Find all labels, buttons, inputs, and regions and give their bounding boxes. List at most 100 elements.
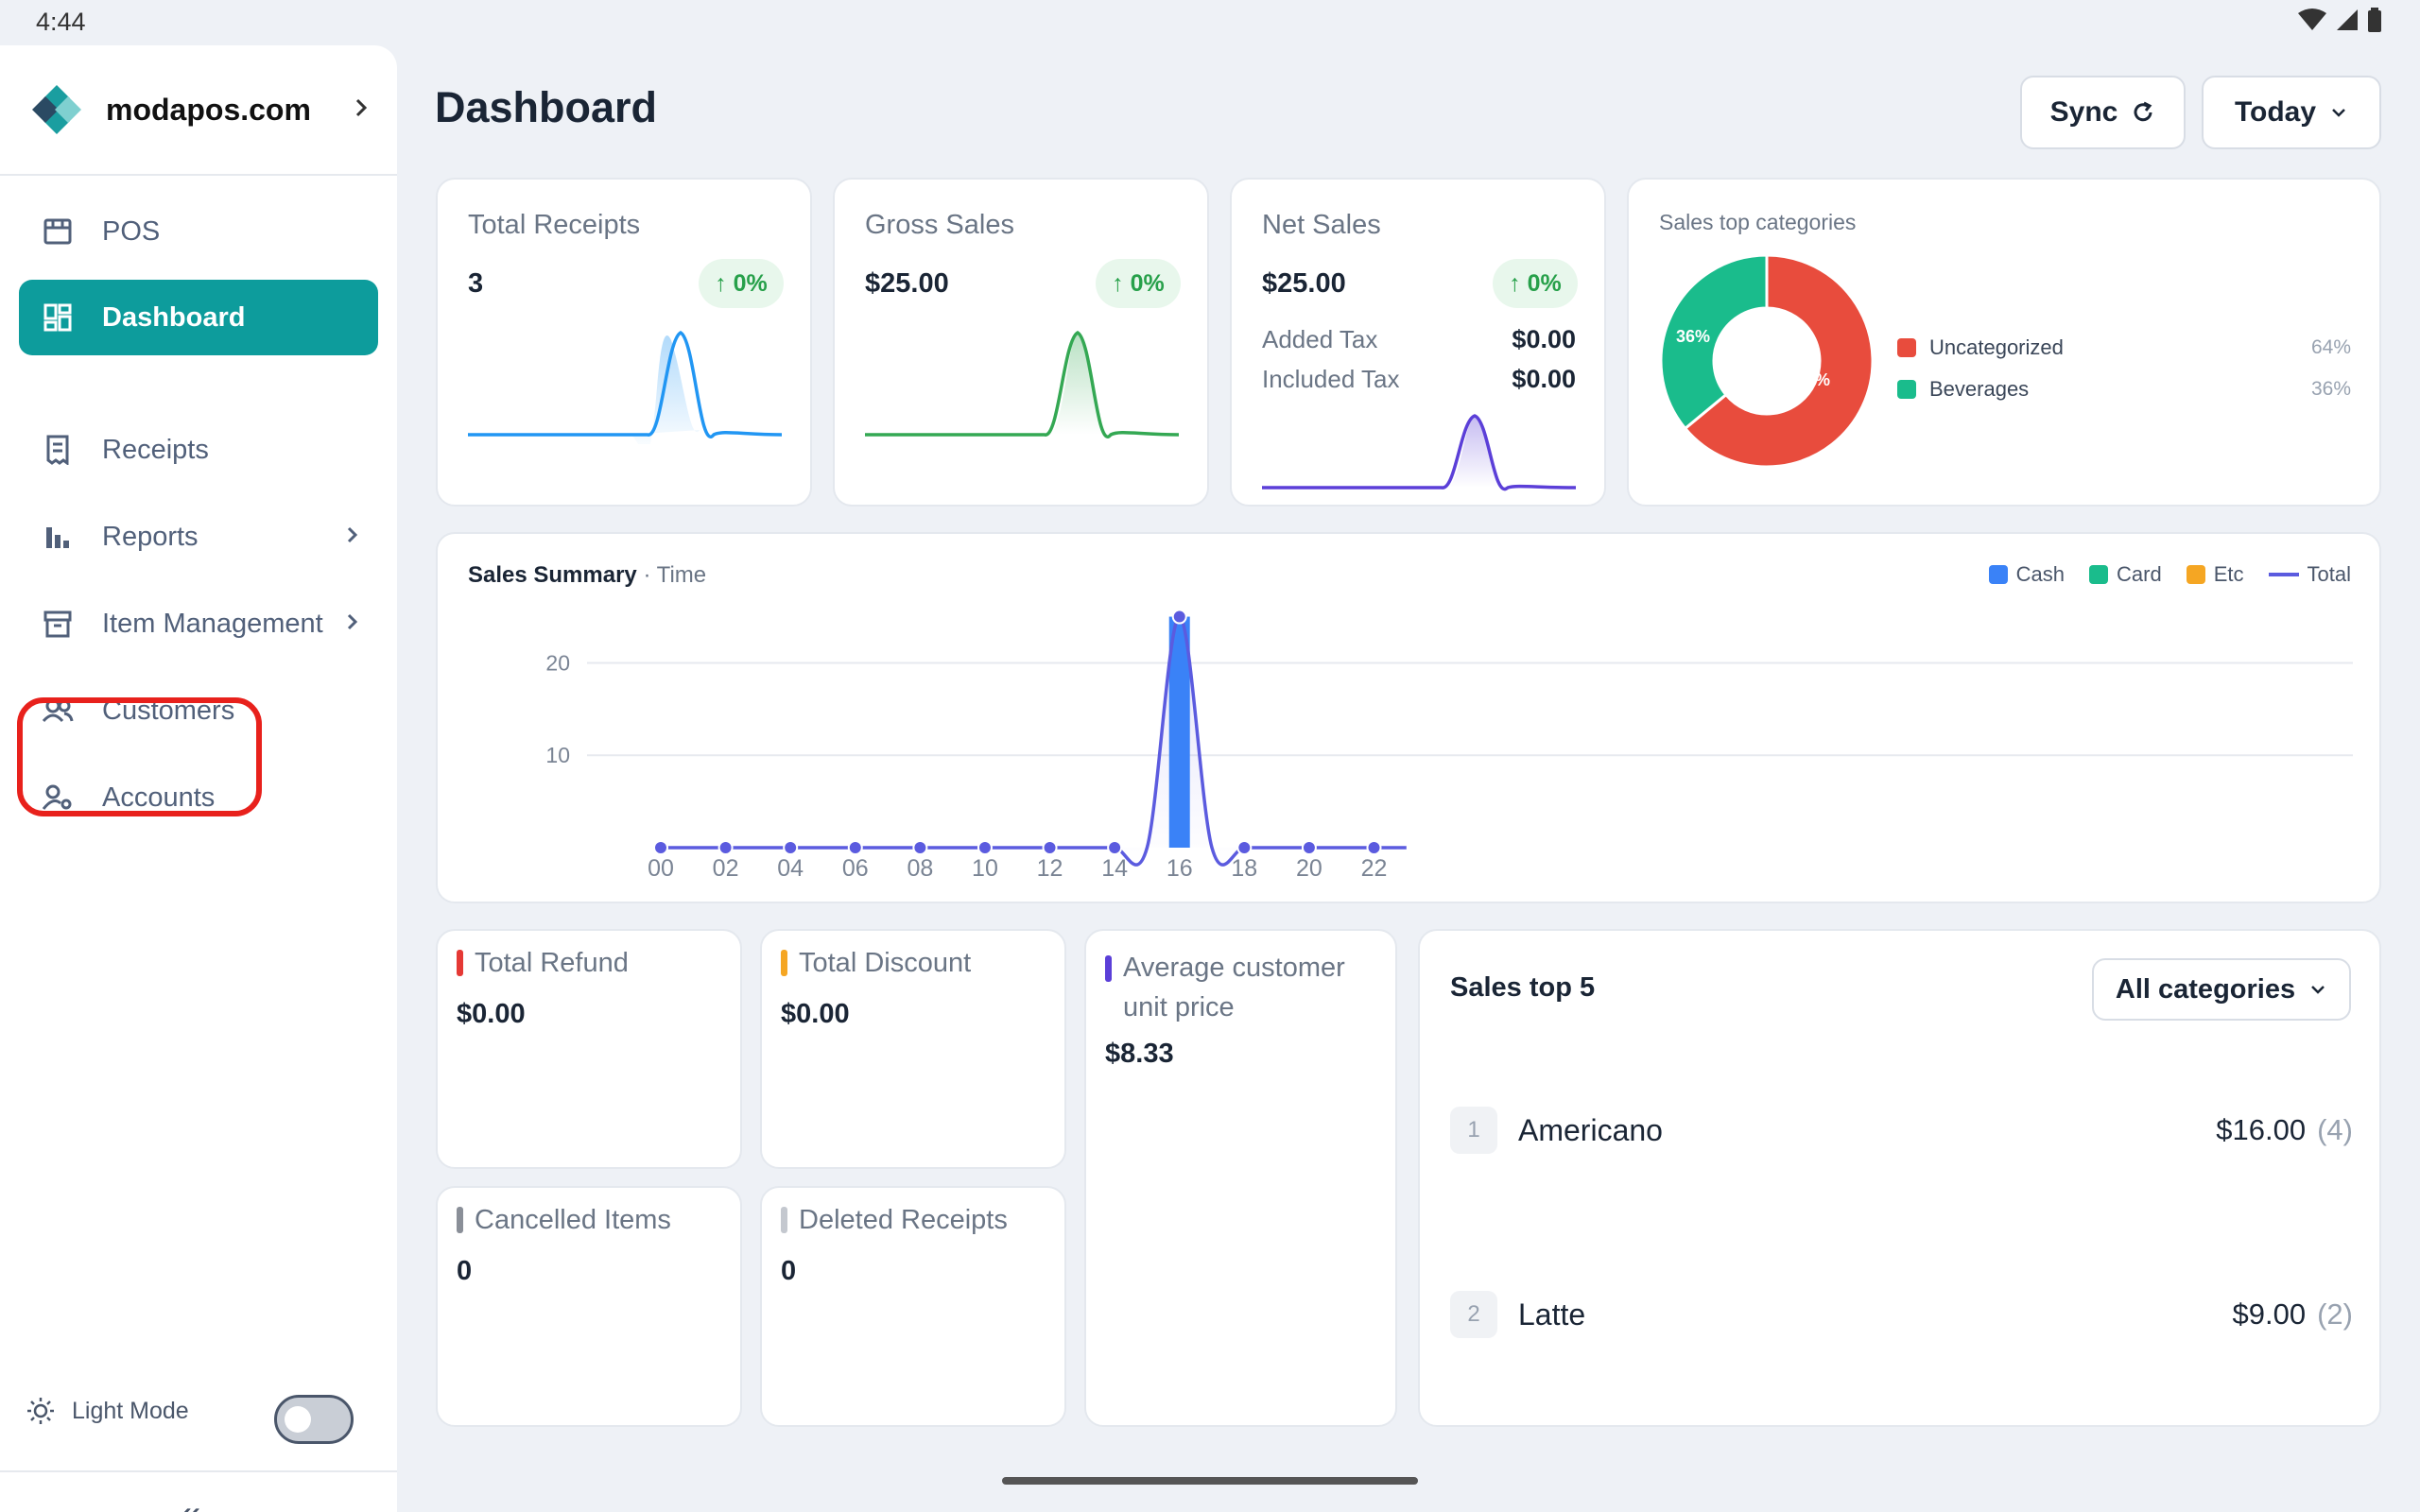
cancelled-items-card: Cancelled Items 0	[436, 1186, 742, 1427]
category-filter-dropdown[interactable]: All categories	[2092, 958, 2351, 1021]
y-tick-label: 20	[545, 650, 570, 675]
legend-swatch	[1897, 380, 1916, 399]
sidebar-item-dashboard[interactable]: Dashboard	[19, 280, 378, 355]
sidebar-divider	[0, 1470, 397, 1472]
donut-label-beverages: 36%	[1676, 327, 1710, 346]
stat-value: $0.00	[457, 999, 526, 1029]
x-tick-label: 12	[1037, 855, 1063, 882]
rank-badge: 2	[1450, 1291, 1497, 1338]
total-point[interactable]	[783, 840, 799, 855]
legend-etc[interactable]: Etc	[2186, 562, 2244, 587]
status-icons	[2297, 8, 2382, 32]
total-point[interactable]	[847, 840, 863, 855]
light-mode-toggle[interactable]	[274, 1395, 354, 1444]
avg-unit-price-card: Average customer unit price $8.33	[1084, 929, 1397, 1427]
legend-line	[2268, 573, 2299, 576]
sales-legend: Cash Card Etc Total	[1988, 562, 2351, 587]
cash-bar[interactable]	[1168, 616, 1190, 848]
legend-swatch	[2186, 565, 2205, 584]
period-dropdown[interactable]: Today	[2202, 76, 2381, 149]
card-value: $25.00	[865, 268, 949, 299]
card-value: 3	[468, 268, 484, 299]
page-title: Dashboard	[435, 83, 658, 131]
x-tick-label: 08	[907, 855, 933, 882]
total-point[interactable]	[912, 840, 928, 855]
user-gear-icon	[42, 782, 74, 814]
sales-summary-subtitle: · Time	[643, 562, 707, 588]
total-receipts-card: Total Receipts 3 ↑ 0%	[436, 178, 812, 507]
sidebar-item-customers[interactable]: Customers	[19, 673, 397, 748]
change-value: 0%	[1130, 269, 1165, 297]
total-point[interactable]	[1366, 840, 1382, 855]
sidebar-item-accounts[interactable]: Accounts	[19, 760, 397, 835]
sidebar-item-reports[interactable]: Reports	[19, 499, 397, 575]
total-point[interactable]	[653, 840, 668, 855]
total-discount-card: Total Discount $0.00	[760, 929, 1066, 1169]
legend-total[interactable]: Total	[2268, 562, 2351, 587]
legend-pct: 64%	[2310, 336, 2351, 358]
sidebar-item-label: Customers	[102, 695, 235, 726]
x-tick-label: 04	[777, 855, 804, 882]
x-tick-label: 14	[1101, 855, 1128, 882]
donut-chart: 64% 36%	[1659, 253, 1875, 469]
sidebar-item-item-management[interactable]: Item Management	[19, 586, 397, 662]
light-mode-label: Light Mode	[72, 1397, 189, 1424]
x-tick-label: 16	[1167, 855, 1193, 882]
legend-card[interactable]: Card	[2089, 562, 2162, 587]
stat-label-text: Total Refund	[475, 948, 629, 978]
collapse-sidebar-button[interactable]: «	[180, 1493, 200, 1512]
total-point[interactable]	[1107, 840, 1123, 855]
x-tick-label: 02	[713, 855, 739, 882]
total-point[interactable]	[717, 840, 734, 855]
stat-value: 0	[781, 1256, 797, 1286]
stat-color-bar	[781, 950, 787, 976]
donut-slices	[1659, 253, 1875, 469]
total-point[interactable]	[977, 840, 993, 855]
sidebar-item-label: Reports	[102, 521, 199, 552]
sidebar-item-receipts[interactable]: Receipts	[19, 412, 397, 488]
period-label: Today	[2234, 96, 2317, 128]
legend-swatch	[1897, 338, 1916, 357]
archive-box-icon	[42, 608, 74, 640]
legend-swatch	[2089, 565, 2109, 584]
total-point[interactable]	[1171, 609, 1187, 625]
chevron-down-icon	[2311, 986, 2325, 994]
x-tick-label: 20	[1296, 855, 1322, 882]
top5-title: Sales top 5	[1450, 972, 1596, 1003]
stat-color-bar	[457, 1207, 463, 1233]
home-indicator[interactable]	[1002, 1477, 1418, 1485]
filter-label: All categories	[2115, 973, 2296, 1005]
sales-summary-card: Sales Summary · Time Cash Card Etc Total…	[436, 532, 2381, 903]
chevron-right-icon	[355, 98, 368, 117]
sales-summary-heading: Sales Summary · Time	[468, 562, 706, 589]
light-mode-row: Light Mode	[26, 1397, 189, 1425]
x-tick-label: 10	[972, 855, 998, 882]
brand-name: modapos.com	[106, 92, 311, 127]
stat-label-text: Deleted Receipts	[799, 1205, 1008, 1235]
stat-label-text: Cancelled Items	[475, 1205, 671, 1235]
card-label: Net Sales	[1262, 210, 1381, 240]
total-point[interactable]	[1236, 840, 1253, 855]
brand-switcher[interactable]: modapos.com	[28, 79, 369, 140]
legend-label: Etc	[2213, 562, 2244, 586]
stat-label: Deleted Receipts	[781, 1205, 1008, 1236]
top5-row[interactable]: 1 Americano $16.00 (4)	[1450, 1107, 2353, 1154]
sidebar-item-pos[interactable]: POS	[19, 194, 397, 269]
stat-label-text: Total Discount	[799, 948, 972, 978]
total-point[interactable]	[1042, 840, 1058, 855]
included-tax-label: Included Tax	[1262, 365, 1400, 393]
legend-cash[interactable]: Cash	[1988, 562, 2065, 587]
sparkline-line	[468, 331, 782, 444]
sync-button[interactable]: Sync	[2020, 76, 2186, 149]
bar-chart-icon	[42, 521, 74, 553]
sidebar-item-label: Receipts	[102, 434, 209, 465]
signal-icon	[2337, 9, 2358, 30]
toggle-knob	[285, 1406, 311, 1433]
legend-label: Card	[2117, 562, 2162, 586]
stat-color-bar	[1105, 955, 1112, 982]
modapos-logo	[32, 85, 81, 134]
legend-swatch	[1988, 565, 2008, 584]
total-point[interactable]	[1301, 840, 1317, 855]
sparkline-green	[865, 331, 1179, 438]
top5-row[interactable]: 2 Latte $9.00 (2)	[1450, 1291, 2353, 1338]
